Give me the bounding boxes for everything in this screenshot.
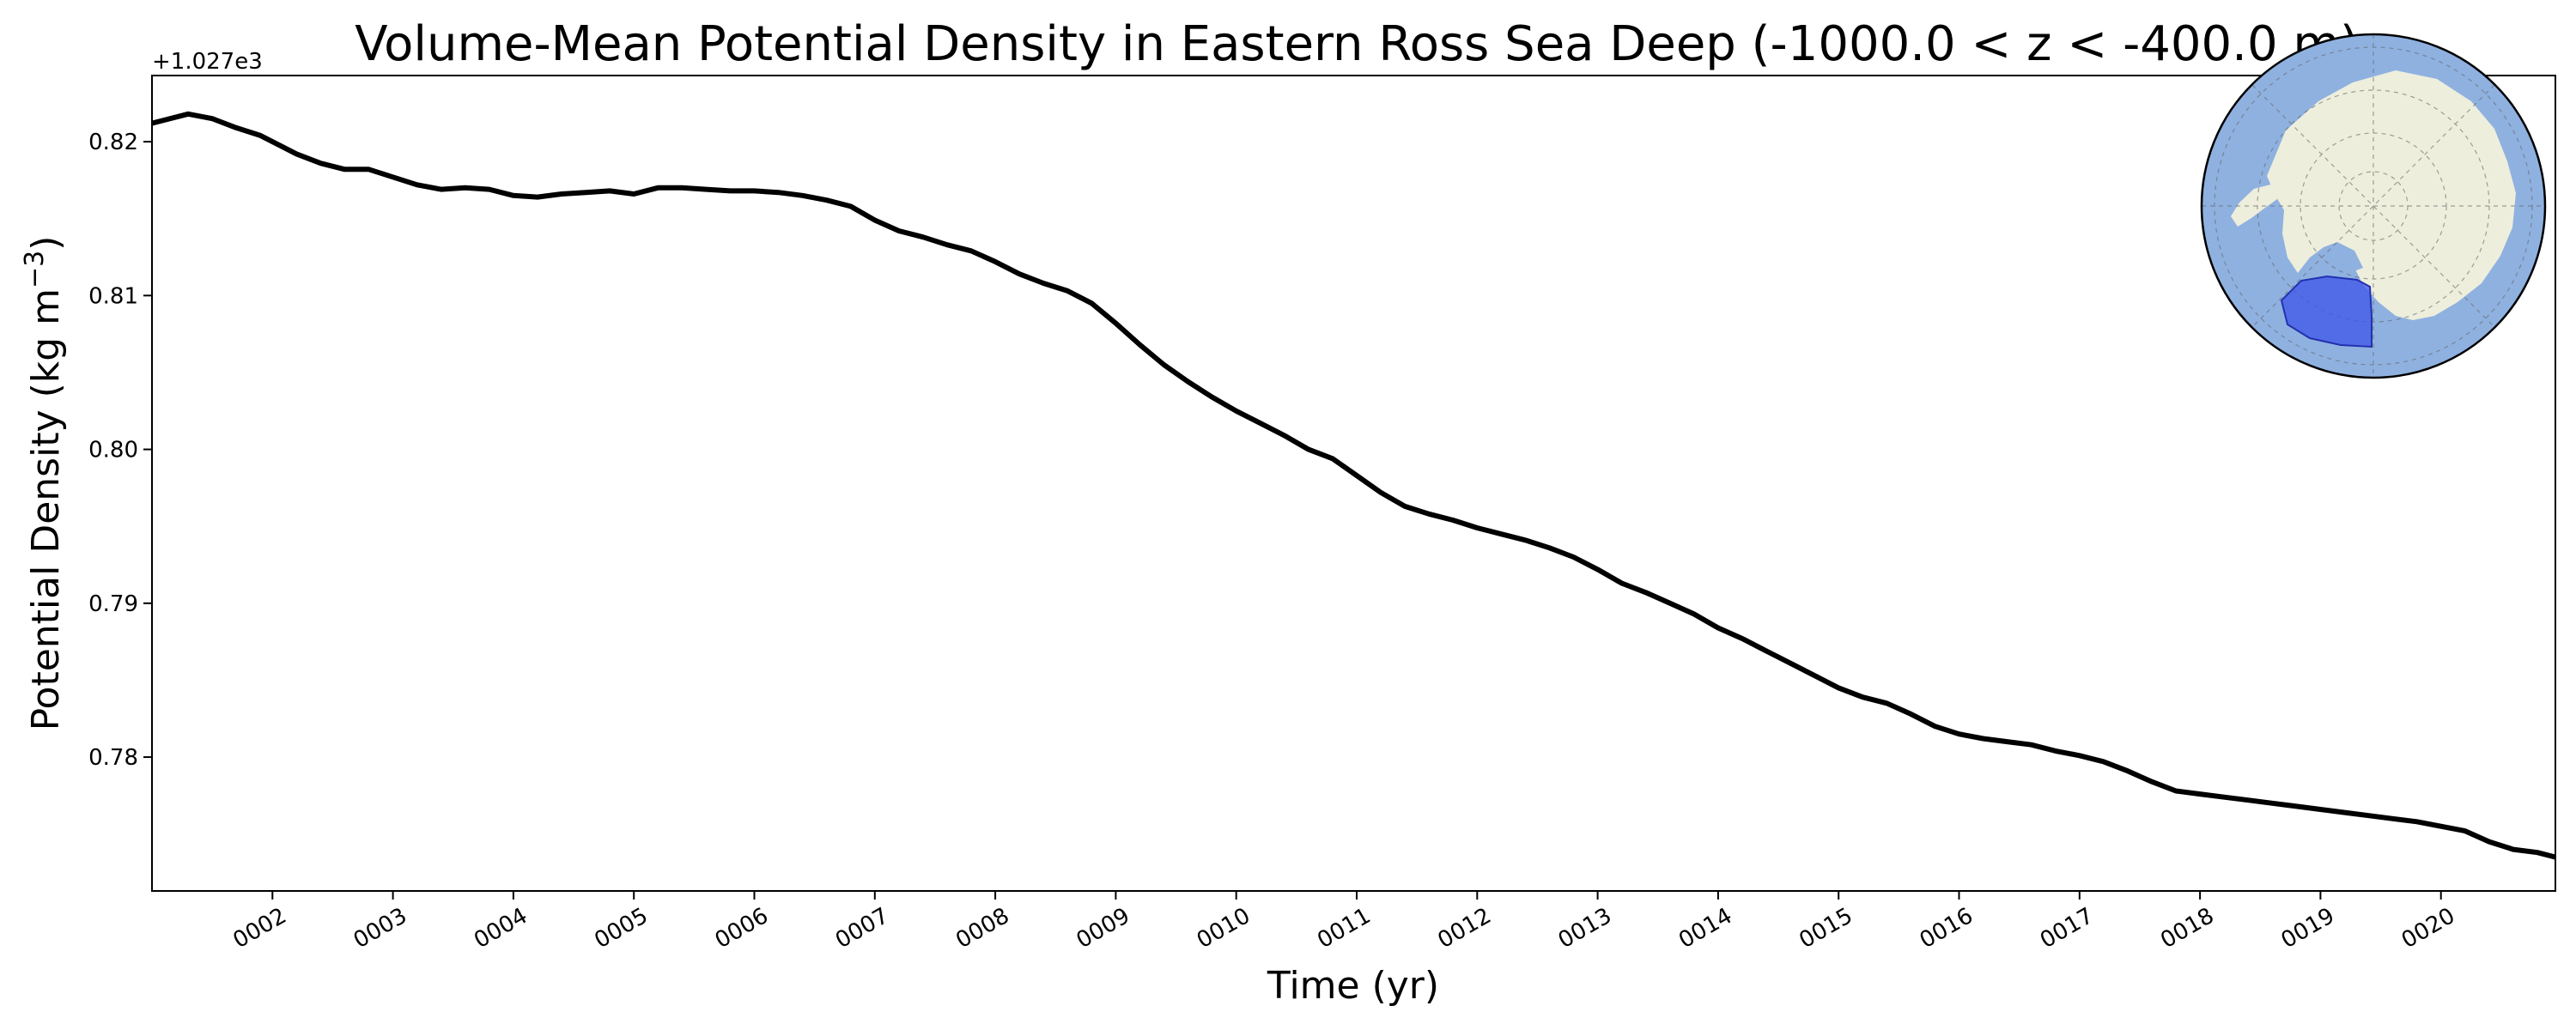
series-line [152, 111, 2555, 860]
x-tick-label: 0020 [2397, 903, 2459, 954]
y-axis-label-exponent: −3 [20, 251, 50, 288]
inset-graticule [2202, 34, 2545, 378]
x-tick-label: 0008 [951, 903, 1013, 954]
y-tick-label: 0.82 [88, 130, 138, 155]
x-tick-label: 0017 [2036, 903, 2098, 954]
x-tick-label: 0004 [470, 903, 532, 954]
y-tick-label: 0.79 [88, 591, 138, 617]
x-tick-label: 0011 [1313, 903, 1375, 954]
x-tick-label: 0005 [590, 903, 652, 954]
plot-frame [151, 75, 2556, 892]
x-tick-label: 0015 [1795, 903, 1856, 954]
x-tick-label: 0018 [2156, 903, 2218, 954]
antarctica-land [2267, 70, 2516, 320]
y-tick-label: 0.80 [88, 438, 138, 464]
y-axis-ticks: 0.78 0.79 0.80 0.81 0.82 [88, 130, 152, 771]
x-tick-label: 0009 [1072, 903, 1134, 954]
x-tick-label: 0012 [1434, 903, 1496, 954]
inset-border [2200, 33, 2547, 379]
x-tick-label: 0014 [1674, 903, 1736, 954]
x-axis-label: Time (yr) [1267, 964, 1439, 1008]
x-tick-label: 0003 [349, 903, 411, 954]
antarctic-peninsula [2231, 184, 2277, 227]
ross-embayment [2324, 242, 2363, 273]
y-axis-label: Potential Density (kg m−3) [20, 236, 68, 731]
y-tick-label: 0.81 [88, 283, 138, 309]
x-axis-ticks: 0002 0003 0004 0005 0006 0007 0008 0009 0010 0011… [228, 891, 2459, 954]
antarctica-inset-map [2200, 33, 2547, 379]
x-tick-label: 0019 [2277, 903, 2339, 954]
x-tick-label: 0010 [1193, 903, 1255, 954]
x-tick-label: 0016 [1916, 903, 1978, 954]
y-axis-label-main: Potential Density (kg m [24, 288, 68, 730]
eastern-ross-sea-region [2280, 275, 2372, 348]
x-tick-label: 0013 [1554, 903, 1616, 954]
y-tick-label: 0.78 [88, 745, 138, 771]
x-tick-label: 0007 [831, 903, 893, 954]
x-tick-label: 0006 [711, 903, 773, 954]
y-axis-label-close: ) [24, 236, 68, 251]
x-tick-label: 0002 [228, 903, 290, 954]
y-offset-label: +1.027e3 [152, 49, 263, 75]
chart-title: Volume-Mean Potential Density in Eastern… [355, 16, 2359, 72]
